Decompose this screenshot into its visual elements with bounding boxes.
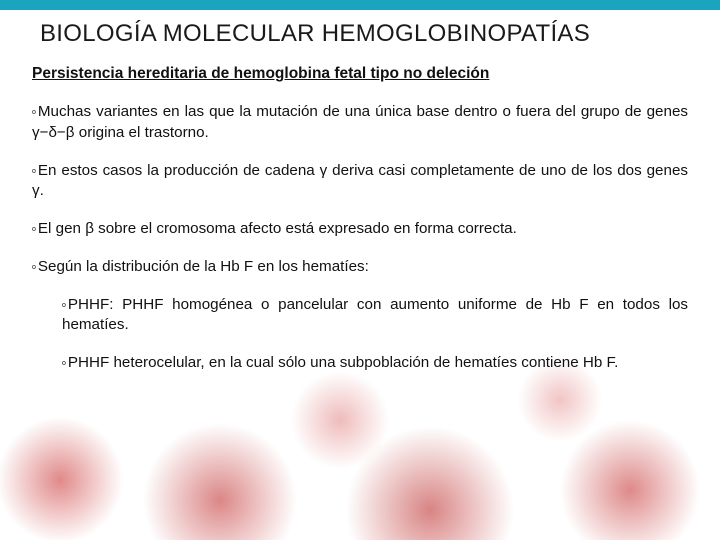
sub-bullet-item: oPHHF: PHHF homogénea o pancelular con a… [32, 295, 688, 335]
bullet-text: El gen β sobre el cromosoma afecto está … [38, 220, 517, 237]
bullet-text: Muchas variantes en las que la mutación … [32, 103, 688, 140]
bullet-icon: o [32, 264, 36, 271]
bullet-item: oSegún la distribución de la Hb F en los… [32, 257, 688, 277]
bullet-item: oEl gen β sobre el cromosoma afecto está… [32, 219, 688, 239]
bullet-text: En estos casos la producción de cadena γ… [32, 162, 688, 199]
slide: BIOLOGÍA MOLECULAR HEMOGLOBINOPATÍAS Per… [0, 0, 720, 540]
bullet-icon: o [62, 302, 66, 309]
bullet-icon: o [32, 168, 36, 175]
slide-title: BIOLOGÍA MOLECULAR HEMOGLOBINOPATÍAS [0, 10, 720, 56]
slide-content: Persistencia hereditaria de hemoglobina … [0, 56, 720, 373]
bullet-icon: o [32, 226, 36, 233]
sub-bullet-text: PHHF: PHHF homogénea o pancelular con au… [62, 296, 688, 333]
sub-bullet-item: oPHHF heterocelular, en la cual sólo una… [32, 353, 688, 373]
bullet-icon: o [62, 360, 66, 367]
bullet-icon: o [32, 109, 36, 116]
sub-bullet-text: PHHF heterocelular, en la cual sólo una … [68, 354, 618, 371]
bullet-item: oMuchas variantes en las que la mutación… [32, 102, 688, 142]
title-accent-bar [0, 0, 720, 10]
bullet-text: Según la distribución de la Hb F en los … [38, 258, 369, 275]
bullet-item: oEn estos casos la producción de cadena … [32, 161, 688, 201]
subheading: Persistencia hereditaria de hemoglobina … [32, 64, 688, 84]
